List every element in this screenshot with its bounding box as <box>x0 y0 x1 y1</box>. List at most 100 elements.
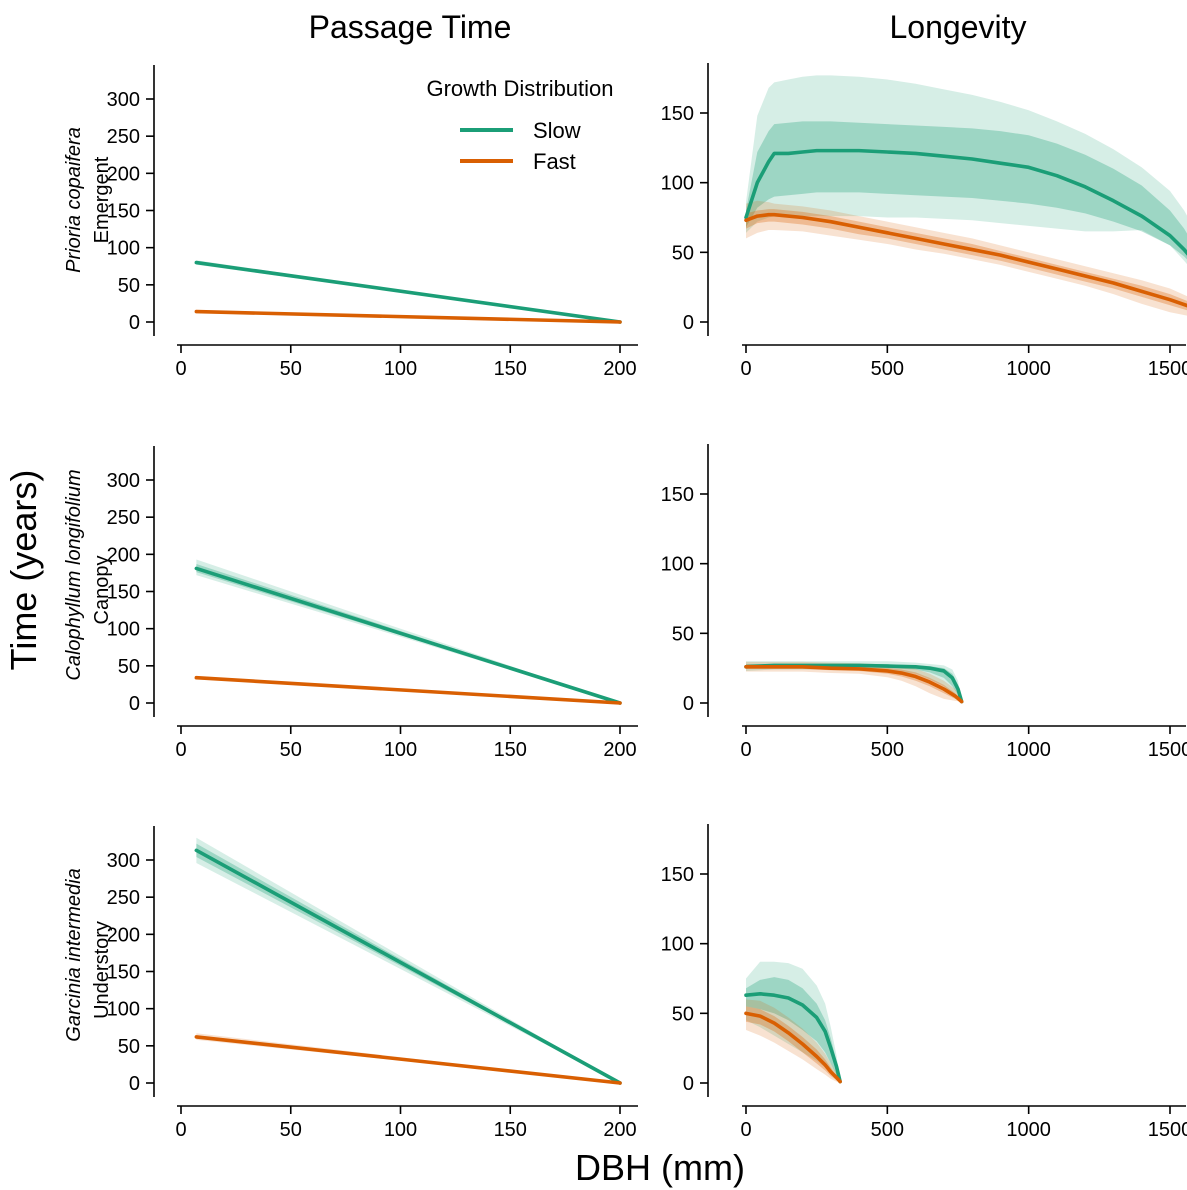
series-line-slow <box>194 848 622 1085</box>
x-tick-label: 200 <box>603 739 636 761</box>
y-tick-label: 50 <box>672 623 694 645</box>
y-tick-label: 0 <box>683 693 694 715</box>
y-tick-label: 0 <box>129 1073 140 1095</box>
series-line-fast <box>744 664 964 704</box>
x-tick-label: 1500 <box>1148 1119 1187 1141</box>
legend-label-fast: Fast <box>533 149 576 174</box>
y-tick-label: 150 <box>661 864 694 886</box>
x-tick-label: 200 <box>603 358 636 380</box>
y-tick-label: 0 <box>129 693 140 715</box>
column-title-longevity: Longevity <box>890 9 1027 45</box>
x-tick-label: 100 <box>384 358 417 380</box>
x-tick-label: 100 <box>384 1119 417 1141</box>
legend-label-slow: Slow <box>533 118 581 143</box>
ribbon-outer-slow <box>746 75 1187 265</box>
panel-2: 0 500 1000 1500 0 50 100 150 <box>661 63 1187 380</box>
series-line-slow <box>744 148 1187 256</box>
series-line-fast <box>744 212 1187 308</box>
x-tick-label: 1500 <box>1148 739 1187 761</box>
x-tick-label: 500 <box>871 1119 904 1141</box>
y-tick-label: 150 <box>107 582 140 604</box>
ribbon-inner-slow <box>746 977 841 1082</box>
y-tick-label: 150 <box>107 201 140 223</box>
y-tick-label: 100 <box>661 934 694 956</box>
y-tick-label: 250 <box>107 507 140 529</box>
y-tick-label: 50 <box>672 1003 694 1025</box>
row-label-stratum-3: Understory <box>91 921 113 1019</box>
ribbon-outer-slow <box>196 837 621 1083</box>
y-tick-label: 300 <box>107 89 140 111</box>
ribbon-inner-fast <box>746 1006 841 1082</box>
row-label-stratum-1: Emergent <box>91 156 113 243</box>
series-line-slow <box>744 992 842 1084</box>
x-tick-label: 0 <box>175 358 186 380</box>
y-tick-label: 200 <box>107 544 140 566</box>
x-tick-label: 0 <box>740 1119 751 1141</box>
ribbon-outer-fast <box>746 661 962 702</box>
x-tick-label: 1500 <box>1148 358 1187 380</box>
panel-3: 0 50 100 150 200 0 50 100 150 200 250 300 <box>107 446 638 761</box>
series-line-fast <box>194 675 622 705</box>
x-tick-label: 1000 <box>1006 739 1051 761</box>
y-tick-label: 150 <box>661 103 694 125</box>
series-line-slow <box>194 566 622 705</box>
column-title-passage-time: Passage Time <box>309 9 512 45</box>
y-tick-label: 300 <box>107 850 140 872</box>
y-tick-label: 300 <box>107 470 140 492</box>
x-tick-label: 150 <box>494 1119 527 1141</box>
x-tick-label: 50 <box>280 1119 302 1141</box>
panel-6: 0 500 1000 1500 0 50 100 150 <box>661 824 1187 1141</box>
x-tick-label: 100 <box>384 739 417 761</box>
y-tick-label: 50 <box>672 242 694 264</box>
y-tick-label: 150 <box>107 962 140 984</box>
y-tick-label: 50 <box>118 275 140 297</box>
legend-title: Growth Distribution <box>426 76 613 101</box>
series-line-fast <box>194 1035 622 1085</box>
y-tick-label: 100 <box>107 619 140 641</box>
x-axis-title: DBH (mm) <box>575 1147 745 1188</box>
ribbon-inner-slow <box>746 663 962 702</box>
y-tick-label: 200 <box>107 924 140 946</box>
x-tick-label: 1000 <box>1006 1119 1051 1141</box>
y-axis-title: Time (years) <box>3 470 44 671</box>
y-tick-label: 150 <box>661 484 694 506</box>
x-tick-label: 500 <box>871 358 904 380</box>
x-tick-label: 0 <box>175 1119 186 1141</box>
ribbon-inner-slow <box>746 121 1187 260</box>
ribbon-outer-fast <box>746 200 1187 316</box>
y-tick-label: 100 <box>107 999 140 1021</box>
ribbon-inner-slow <box>196 563 621 703</box>
y-tick-label: 50 <box>118 656 140 678</box>
x-tick-label: 0 <box>740 739 751 761</box>
y-tick-label: 100 <box>661 173 694 195</box>
series-line-fast <box>194 309 622 324</box>
row-label-species-3: Garcinia intermedia <box>63 868 85 1041</box>
panel-5: 0 50 100 150 200 0 50 100 150 200 250 300 <box>107 826 638 1141</box>
x-tick-label: 150 <box>494 358 527 380</box>
y-tick-label: 100 <box>107 238 140 260</box>
x-tick-label: 1000 <box>1006 358 1051 380</box>
x-tick-label: 200 <box>603 1119 636 1141</box>
row-label-stratum-2: Canopy <box>91 556 113 625</box>
series-line-fast <box>744 1011 842 1084</box>
x-tick-label: 0 <box>740 358 751 380</box>
x-tick-label: 500 <box>871 739 904 761</box>
x-tick-label: 50 <box>280 739 302 761</box>
series-line-slow <box>194 260 622 324</box>
y-tick-label: 0 <box>129 312 140 334</box>
y-tick-label: 0 <box>683 312 694 334</box>
y-tick-label: 250 <box>107 126 140 148</box>
legend: Growth Distribution Slow Fast <box>426 76 613 174</box>
y-tick-label: 250 <box>107 887 140 909</box>
x-tick-label: 50 <box>280 358 302 380</box>
ribbon-outer-slow <box>746 961 841 1082</box>
row-label-species-1: Prioria copaifera <box>63 127 85 273</box>
ribbon-inner-fast <box>746 209 1187 311</box>
y-tick-label: 200 <box>107 163 140 185</box>
x-tick-label: 150 <box>494 739 527 761</box>
y-tick-label: 100 <box>661 554 694 576</box>
ribbon-outer-slow <box>746 661 962 702</box>
ribbon-outer-slow <box>196 559 621 703</box>
